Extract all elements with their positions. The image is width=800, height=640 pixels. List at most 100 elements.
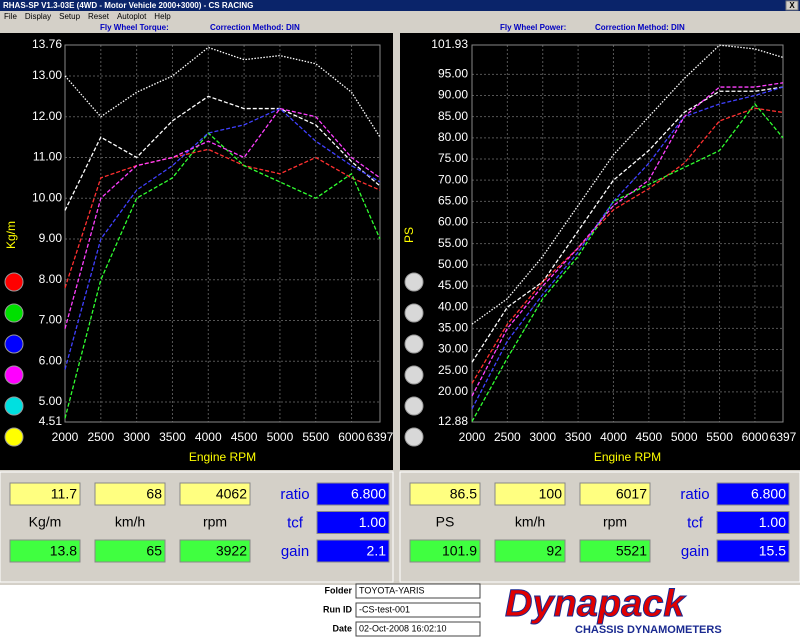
trace-toggle[interactable]: [404, 334, 424, 354]
readout-box: [94, 482, 166, 506]
y-tick-label: 25.00: [438, 363, 468, 377]
readout-box: [494, 539, 566, 563]
y-tick-label: 60.00: [438, 215, 468, 229]
y-tick-label: 80.00: [438, 130, 468, 144]
footer-value: -CS-test-001: [359, 604, 410, 614]
series-line: [64, 148, 381, 289]
menu-item[interactable]: Reset: [88, 12, 110, 21]
readout-value: 13.8: [50, 543, 77, 559]
title-bar: [0, 0, 800, 11]
chart-subtitle: Correction Method: DIN: [595, 23, 685, 32]
close-button[interactable]: [785, 0, 799, 11]
side-label: gain: [281, 543, 309, 560]
x-tick-label: 2500: [494, 430, 521, 444]
x-tick-label: 4500: [635, 430, 662, 444]
side-box: [316, 482, 390, 506]
trace-toggle[interactable]: [4, 272, 24, 292]
trace-toggle[interactable]: [4, 303, 24, 323]
readout-box: [579, 482, 651, 506]
x-tick-label: 6000: [338, 430, 365, 444]
menu-item[interactable]: Help: [154, 12, 171, 21]
series-line: [471, 86, 784, 410]
readout-value: 3922: [216, 543, 247, 559]
series-line: [471, 107, 784, 384]
x-axis-label: Engine RPM: [594, 450, 661, 464]
trace-toggle[interactable]: [4, 334, 24, 354]
readout-unit: PS: [436, 514, 455, 530]
trace-toggle[interactable]: [404, 272, 424, 292]
logo-sub: CHASSIS DYNAMOMETERS: [575, 624, 722, 636]
chart-bg: [400, 33, 800, 470]
trace-toggle[interactable]: [4, 396, 24, 416]
readout-value: 5521: [616, 543, 647, 559]
y-tick-label: 12.88: [438, 414, 468, 428]
readout-box: [409, 482, 481, 506]
trace-toggle[interactable]: [404, 365, 424, 385]
y-tick-label: 4.51: [39, 414, 63, 428]
footer-field: [355, 583, 481, 599]
x-tick-label: 2000: [459, 430, 486, 444]
y-tick-label: 7.00: [39, 313, 63, 327]
side-label: tcf: [687, 514, 704, 531]
readout-box: [494, 482, 566, 506]
readout-value: 68: [146, 486, 162, 502]
readout-value: 101.9: [442, 543, 477, 559]
x-tick-label: 2000: [52, 430, 79, 444]
menu-item[interactable]: Autoplot: [117, 12, 147, 21]
x-tick-label: 5500: [302, 430, 329, 444]
y-tick-label: 85.00: [438, 109, 468, 123]
readout-value: 65: [146, 543, 162, 559]
logo: Dynapack: [505, 583, 686, 625]
series-line: [64, 107, 381, 329]
chart-header: [400, 22, 800, 33]
trace-toggle[interactable]: [4, 365, 24, 385]
trace-toggle[interactable]: [404, 427, 424, 447]
menu-item[interactable]: File: [4, 12, 17, 21]
y-tick-label: 95.00: [438, 67, 468, 81]
close-label[interactable]: X: [789, 1, 795, 10]
y-tick-label: 6.00: [39, 353, 63, 367]
side-label: gain: [681, 543, 709, 560]
readout-value: 86.5: [450, 486, 477, 502]
footer-value: 02-Oct-2008 16:02:10: [359, 623, 447, 633]
y-axis-label: PS: [402, 227, 416, 243]
trace-toggle[interactable]: [404, 396, 424, 416]
y-tick-label: 40.00: [438, 299, 468, 313]
side-box: [316, 511, 390, 534]
y-tick-label: 30.00: [438, 342, 468, 356]
trace-toggle[interactable]: [4, 427, 24, 447]
x-tick-label: 6397: [770, 430, 797, 444]
readout-box: [9, 539, 81, 563]
y-tick-label: 11.00: [33, 150, 62, 164]
series-line: [471, 102, 784, 422]
side-value: 2.1: [367, 543, 387, 559]
side-value: 15.5: [759, 543, 786, 559]
menu-item[interactable]: Display: [25, 12, 51, 21]
footer-field: [355, 621, 481, 637]
menu-item[interactable]: Setup: [59, 12, 80, 21]
y-tick-label: 8.00: [39, 272, 63, 286]
readout-unit: km/h: [115, 514, 145, 530]
x-tick-label: 5500: [706, 430, 733, 444]
x-tick-label: 6000: [742, 430, 769, 444]
y-tick-label: 10.00: [32, 190, 62, 204]
x-tick-label: 4500: [231, 430, 258, 444]
side-value: 1.00: [359, 514, 386, 530]
x-tick-label: 5000: [267, 430, 294, 444]
readout-unit: km/h: [515, 514, 545, 530]
y-tick-label: 101.93: [431, 37, 468, 51]
x-tick-label: 4000: [195, 430, 222, 444]
side-box: [316, 539, 390, 563]
y-tick-label: 9.00: [39, 231, 63, 245]
x-tick-label: 3500: [565, 430, 592, 444]
chart-subtitle: Correction Method: DIN: [210, 23, 300, 32]
trace-toggle[interactable]: [404, 303, 424, 323]
y-tick-label: 35.00: [438, 321, 468, 335]
series-line: [64, 46, 381, 138]
chart-header: [0, 22, 393, 33]
y-tick-label: 75.00: [438, 151, 468, 165]
readout-value: 100: [539, 486, 563, 502]
y-axis-label: Kg/m: [4, 221, 18, 249]
readout-unit: Kg/m: [29, 514, 62, 530]
